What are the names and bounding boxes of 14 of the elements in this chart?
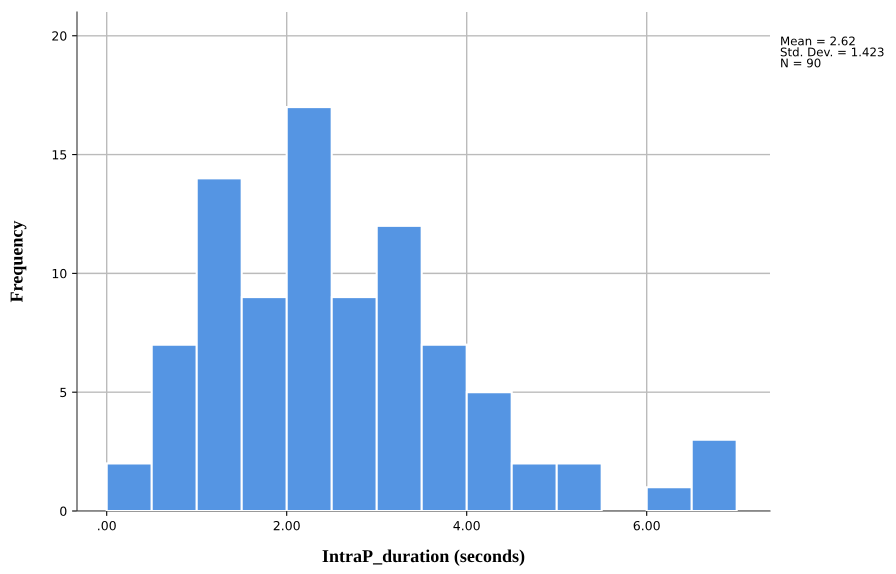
x-tick-label: .00 <box>98 520 116 530</box>
y-tick-label: 15 <box>52 150 66 160</box>
x-tick-label: 6.00 <box>634 520 660 530</box>
y-tick-label: 20 <box>52 31 66 41</box>
x-tick-label: 2.00 <box>274 520 300 530</box>
y-tick-label: 10 <box>52 268 66 278</box>
text: N = 90 <box>781 58 820 68</box>
y-tick-label: 0 <box>60 506 66 516</box>
text: Std. Dev. = 1.423 <box>780 47 884 56</box>
y-tick-label: 5 <box>60 388 66 398</box>
text: Mean = 2.62 <box>781 36 855 46</box>
x-axis-title: IntraP_duration (seconds) <box>322 549 524 566</box>
x-tick-label: 4.00 <box>453 520 480 530</box>
y-axis-title: Frequency <box>10 220 26 302</box>
